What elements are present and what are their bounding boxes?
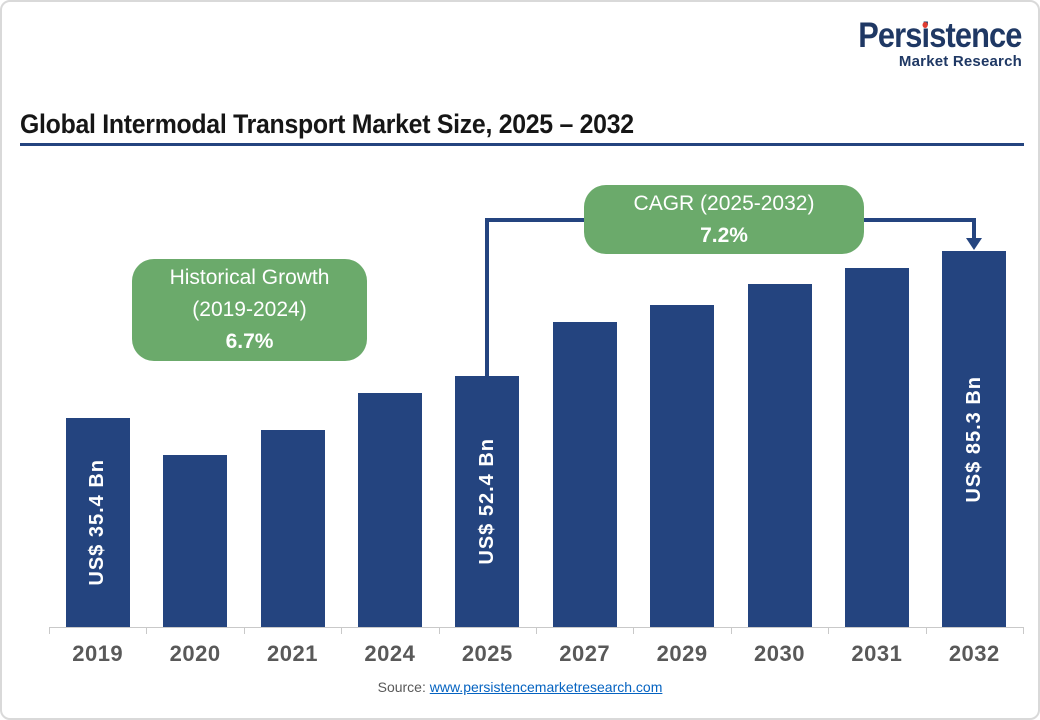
page-title: Global Intermodal Transport Market Size,… (20, 109, 634, 139)
x-axis-label-2021: 2021 (267, 641, 318, 666)
x-axis-tick (925, 627, 927, 634)
x-axis-label-2030: 2030 (754, 641, 805, 666)
x-axis-tick (536, 627, 537, 634)
x-axis-tick (146, 627, 148, 634)
brand-logo-tagline: Market Research (898, 52, 1022, 70)
brand-logo-name: Persistence (858, 16, 1023, 55)
logo-text-part2: stence (929, 16, 1023, 55)
logo-text-part1: Pers (858, 16, 923, 55)
x-axis-tick (341, 627, 343, 634)
x-axis-label-2032: 2032 (948, 641, 1000, 666)
x-axis-tick (438, 627, 440, 634)
logo-red-dot-i: i (921, 16, 931, 55)
cagr-connector-arrow-stem (972, 218, 977, 239)
source-link[interactable]: www.persistencemarketresearch.com (429, 679, 663, 695)
x-axis-label-2031: 2031 (851, 641, 903, 666)
historical-growth-callout: Historical Growth (2019-2024) 6.7% (132, 259, 367, 361)
bar-2030 (747, 284, 812, 627)
historical-growth-line2: (2019-2024) (192, 298, 307, 321)
x-axis-label-2027: 2027 (559, 641, 611, 666)
arrow-down-icon (966, 238, 983, 250)
cagr-callout: CAGR (2025-2032) 7.2% (584, 185, 864, 254)
bar-value-label-2032: US$ 85.3 Bn (962, 375, 985, 503)
source-line: Source: www.persistencemarketresearch.co… (2, 679, 1038, 695)
brand-logo: Persistence Market Research (836, 16, 1023, 70)
cagr-value: 7.2% (700, 223, 748, 247)
x-axis-tick (633, 627, 635, 634)
bar-2032: US$ 85.3 Bn (942, 251, 1007, 627)
x-axis-tick (243, 627, 245, 634)
bar-2020 (163, 455, 228, 627)
x-axis-label-2029: 2029 (656, 641, 708, 666)
x-axis-label-2025: 2025 (461, 641, 513, 666)
cagr-connector-vertical-line (485, 218, 490, 376)
cagr-connector-left-line (485, 218, 584, 222)
x-axis-tick (1023, 627, 1024, 634)
bar-2019: US$ 35.4 Bn (65, 418, 130, 627)
cagr-connector-right-line (864, 218, 977, 222)
x-axis-tick (828, 627, 830, 634)
bar-value-label-2019: US$ 35.4 Bn (86, 459, 109, 586)
source-label: Source: (377, 679, 426, 695)
bar-value-label-2025: US$ 52.4 Bn (475, 438, 498, 565)
title-underline-rule (20, 143, 1024, 146)
x-axis-tick (49, 627, 50, 634)
bar-2021 (260, 430, 325, 627)
bar-2024 (357, 393, 422, 627)
x-axis-label-2020: 2020 (169, 641, 221, 666)
x-axis-tick (730, 627, 732, 634)
x-axis-label-2024: 2024 (364, 641, 416, 666)
bar-2031 (844, 268, 909, 627)
x-axis-label-2019: 2019 (72, 641, 124, 666)
cagr-line1: CAGR (2025-2032) (633, 191, 815, 215)
historical-growth-value: 6.7% (225, 330, 274, 353)
bar-2025: US$ 52.4 Bn (455, 376, 520, 627)
historical-growth-line1: Historical Growth (169, 266, 330, 289)
bar-2027 (552, 322, 617, 627)
bar-2029 (650, 305, 715, 627)
